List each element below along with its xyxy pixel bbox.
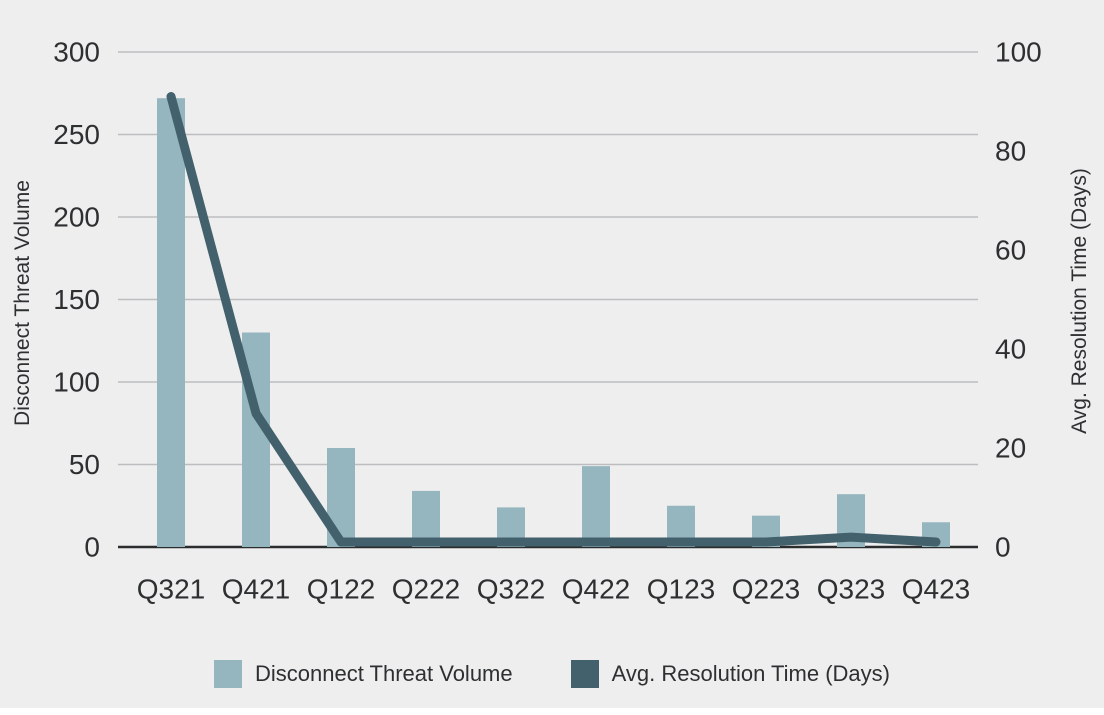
x-tick-label-q223: Q223	[732, 574, 801, 605]
y-left-tick-label-300: 300	[53, 37, 100, 68]
y-right-tick-label-40: 40	[995, 334, 1026, 365]
legend-label-line-series: Avg. Resolution Time (Days)	[611, 661, 890, 686]
line-series-avg-resolution-time	[166, 92, 941, 547]
x-tick-label-q322: Q322	[477, 574, 546, 605]
y-left-tick-label-250: 250	[53, 119, 100, 150]
legend-swatch-line-series	[570, 660, 599, 688]
x-tick-label-q321: Q321	[137, 574, 206, 605]
x-tick-label-q123: Q123	[647, 574, 716, 605]
x-tick-label-q422: Q422	[562, 574, 631, 605]
y-left-tick-label-200: 200	[53, 202, 100, 233]
y-left-tick-label-0: 0	[84, 532, 100, 563]
x-tick-label-q421: Q421	[222, 574, 291, 605]
y-right-tick-label-20: 20	[995, 433, 1026, 464]
y-right-tick-label-80: 80	[995, 136, 1026, 167]
y-right-tick-label-60: 60	[995, 235, 1026, 266]
chart-canvas: 0 50 100 150 200 250 300 0 20 40 60 80 100 Q321 Q421 Q1…	[53, 37, 1042, 605]
chart-legend: Disconnect Threat Volume Avg. Resolution…	[214, 660, 890, 688]
bar-q321	[157, 98, 185, 547]
legend-label-bar-series: Disconnect Threat Volume	[255, 661, 513, 686]
legend-item-bars: Disconnect Threat Volume	[214, 660, 513, 688]
y-left-tick-label-150: 150	[53, 284, 100, 315]
y-left-tick-label-100: 100	[53, 367, 100, 398]
bottom-white-strip	[0, 708, 1104, 715]
y-axis-title-right: Avg. Resolution Time (Days)	[1068, 168, 1091, 434]
x-tick-label-q323: Q323	[817, 574, 886, 605]
bar-q422	[582, 466, 610, 547]
y-left-tick-label-50: 50	[69, 449, 100, 480]
x-tick-label-q122: Q122	[307, 574, 376, 605]
y-right-tick-label-100: 100	[995, 37, 1042, 68]
x-tick-label-q222: Q222	[392, 574, 461, 605]
legend-item-line: Avg. Resolution Time (Days)	[570, 660, 890, 688]
legend-swatch-bar-series	[214, 660, 242, 688]
x-tick-label-q423: Q423	[902, 574, 971, 605]
y-right-tick-label-0: 0	[995, 532, 1011, 563]
y-axis-title-left: Disconnect Threat Volume	[11, 180, 34, 426]
